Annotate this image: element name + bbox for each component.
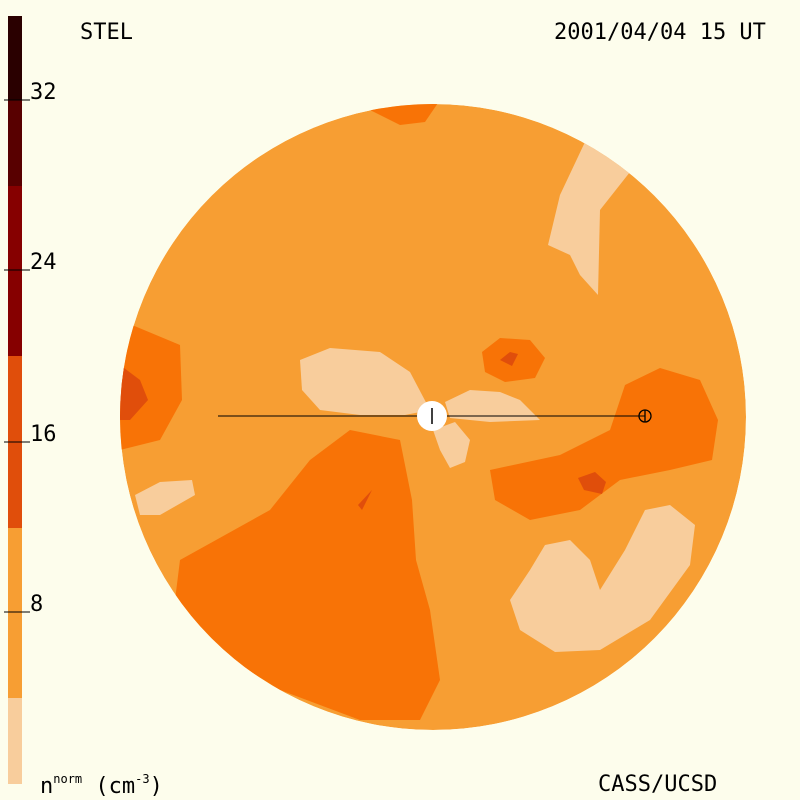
colorbar-tick-label-16: 16 <box>30 422 57 447</box>
credit-label: CASS/UCSD <box>598 772 718 797</box>
density-region <box>490 368 718 520</box>
colorbar-band-7 <box>8 16 22 100</box>
density-region <box>433 422 470 468</box>
density-region <box>358 490 372 510</box>
colorbar-band-6 <box>8 100 22 186</box>
colorbar-tick-label-8: 8 <box>30 592 44 617</box>
density-region <box>175 430 440 720</box>
density-region <box>548 142 630 295</box>
density-region <box>135 480 195 515</box>
colorbar-band-0 <box>8 698 22 784</box>
density-region <box>120 365 148 420</box>
quantity-label: nnorm (cm-3) <box>40 772 163 799</box>
colorbar-band-1 <box>8 528 22 698</box>
density-region <box>120 320 182 450</box>
colorbar-tick-label-32: 32 <box>30 80 57 105</box>
timestamp-label: 2001/04/04 15 UT <box>554 20 766 45</box>
density-region <box>578 472 606 494</box>
colorbar <box>4 16 30 784</box>
density-region <box>510 505 695 652</box>
density-region <box>500 352 518 366</box>
colorbar-band-5 <box>8 186 22 356</box>
instrument-label: STEL <box>80 20 133 45</box>
density-region <box>445 390 540 422</box>
density-region <box>300 348 430 415</box>
colorbar-tick-label-24: 24 <box>30 250 57 275</box>
